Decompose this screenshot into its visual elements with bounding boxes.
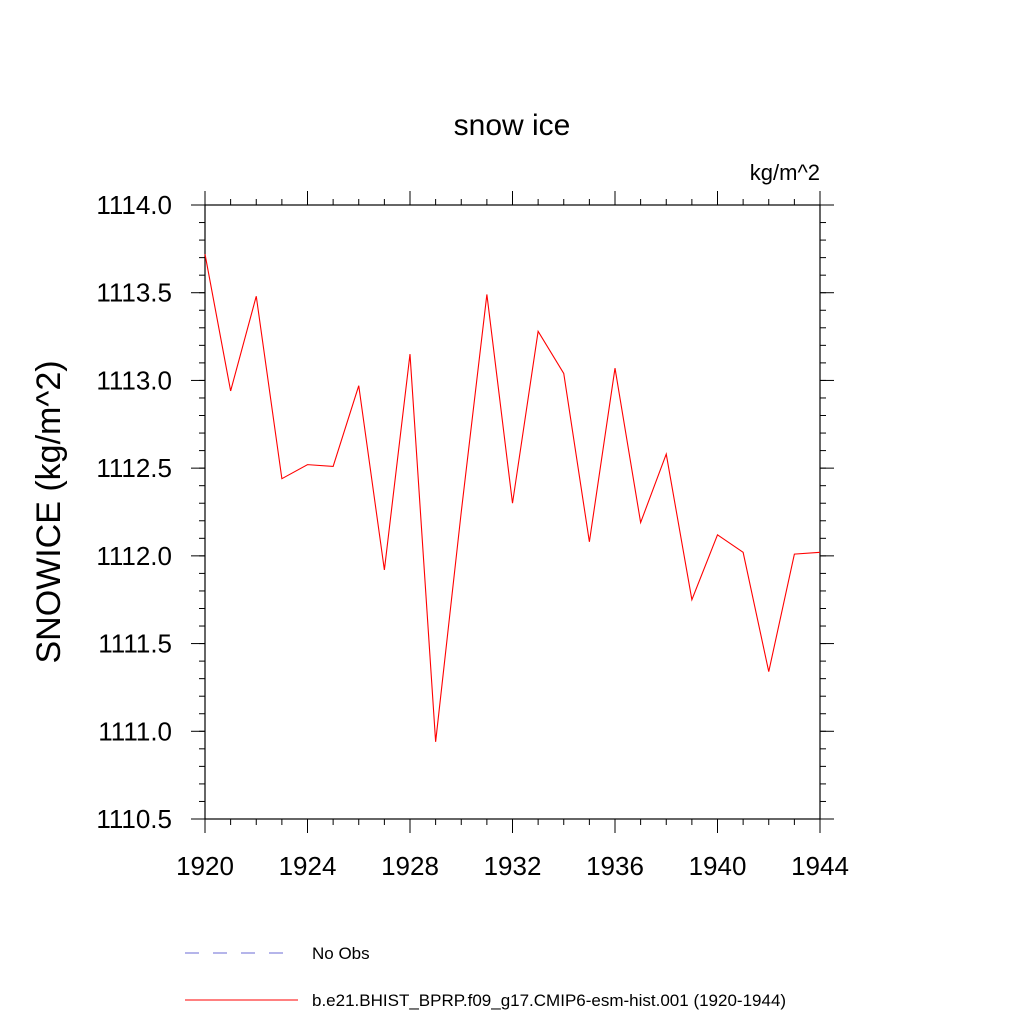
y-tick-label: 1113.0 (96, 365, 172, 395)
minor-ticks (199, 199, 826, 825)
x-tick-labels: 1920 1924 1928 1932 1936 1940 1944 (176, 851, 849, 881)
x-tick-label: 1936 (586, 851, 644, 881)
y-tick-label: 1112.5 (96, 453, 172, 483)
y-tick-label: 1111.5 (98, 629, 172, 659)
units-label: kg/m^2 (750, 160, 820, 185)
x-tick-label: 1920 (176, 851, 234, 881)
x-tick-label: 1944 (791, 851, 849, 881)
legend-label-model: b.e21.BHIST_BPRP.f09_g17.CMIP6-esm-hist.… (312, 991, 786, 1010)
y-tick-labels: 1110.5 1111.0 1111.5 1112.0 1112.5 1113.0 1113… (96, 190, 172, 834)
y-tick-label: 1113.5 (96, 278, 172, 308)
major-ticks (191, 191, 834, 833)
series-line (204, 254, 821, 742)
y-tick-label: 1114.0 (96, 190, 172, 220)
legend-label-no-obs: No Obs (312, 944, 370, 963)
plot-frame (204, 204, 821, 820)
y-tick-label: 1111.0 (98, 716, 172, 746)
y-tick-label: 1112.0 (96, 541, 172, 571)
x-tick-label: 1932 (484, 851, 542, 881)
x-tick-label: 1940 (689, 851, 747, 881)
x-tick-label: 1924 (279, 851, 337, 881)
x-tick-label: 1928 (381, 851, 439, 881)
y-axis-label: SNOWICE (kg/m^2) (30, 360, 68, 663)
series-group (204, 254, 821, 742)
chart-title: snow ice (454, 109, 571, 142)
y-tick-label: 1110.5 (96, 804, 172, 834)
legend: No Obs b.e21.BHIST_BPRP.f09_g17.CMIP6-es… (185, 944, 786, 1010)
